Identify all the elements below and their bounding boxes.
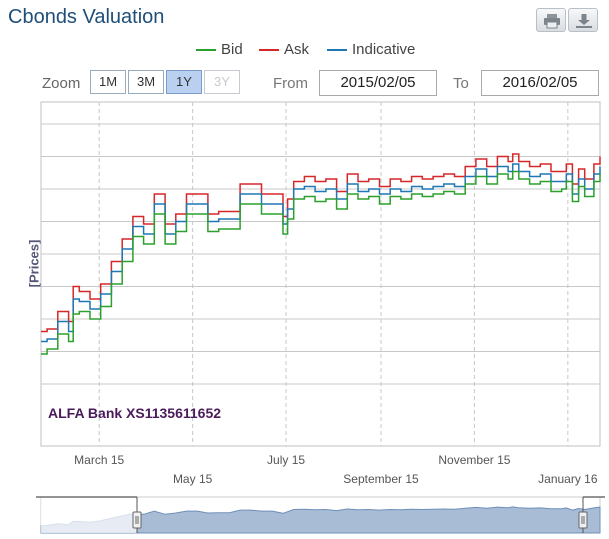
legend-item-indicative[interactable]: Indicative xyxy=(327,41,415,58)
to-label: To xyxy=(453,75,469,92)
series-annotation: ALFA Bank XS1135611652 xyxy=(48,405,221,421)
series-line-bid xyxy=(41,170,601,355)
x-tick-label: January 16 xyxy=(538,472,598,486)
legend-item-ask[interactable]: Ask xyxy=(259,41,309,58)
print-icon xyxy=(544,14,560,29)
zoom-3y-button: 3Y xyxy=(204,70,240,94)
series-line-ask xyxy=(41,153,601,333)
zoom-1m-button[interactable]: 1M xyxy=(90,70,126,94)
x-tick-label: March 15 xyxy=(74,453,124,467)
x-tick-label: September 15 xyxy=(343,472,419,486)
legend-bid-label: Bid xyxy=(221,41,243,58)
x-tick-label: July 15 xyxy=(267,453,305,467)
navigator-mask-left xyxy=(41,497,137,533)
chart-legend: Bid Ask Indicative xyxy=(0,40,609,60)
from-label: From xyxy=(273,75,308,92)
navigator-handle-left[interactable] xyxy=(132,511,142,529)
to-date-input[interactable]: 2016/02/05 xyxy=(481,70,599,96)
download-button[interactable] xyxy=(568,8,598,32)
chart-title: Cbonds Valuation xyxy=(8,6,165,28)
legend-ask-line xyxy=(259,49,279,52)
legend-item-bid[interactable]: Bid xyxy=(196,41,243,58)
x-tick-label: May 15 xyxy=(173,472,213,486)
legend-bid-line xyxy=(196,49,216,52)
zoom-label: Zoom xyxy=(42,75,81,92)
download-icon xyxy=(576,14,592,28)
legend-indicative-line xyxy=(327,49,347,52)
x-tick-label: November 15 xyxy=(438,453,510,467)
zoom-3m-button[interactable]: 3M xyxy=(128,70,164,94)
plot-area xyxy=(40,101,601,447)
zoom-1y-button[interactable]: 1Y xyxy=(166,70,202,94)
legend-ask-label: Ask xyxy=(284,41,310,58)
navigator-handle-right[interactable] xyxy=(578,511,588,529)
legend-indicative-label: Indicative xyxy=(352,41,416,58)
series-line-indicative xyxy=(41,163,601,343)
print-button[interactable] xyxy=(536,8,566,32)
from-date-input[interactable]: 2015/02/05 xyxy=(319,70,437,96)
